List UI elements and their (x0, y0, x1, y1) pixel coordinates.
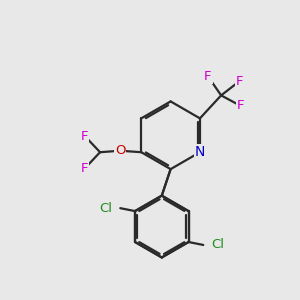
Text: F: F (236, 99, 244, 112)
Text: O: O (115, 144, 125, 157)
Text: Cl: Cl (212, 238, 224, 251)
Text: F: F (81, 162, 88, 175)
Text: F: F (204, 70, 212, 83)
Text: N: N (195, 145, 205, 159)
Text: F: F (81, 130, 88, 142)
Text: Cl: Cl (99, 202, 112, 215)
Text: F: F (236, 75, 243, 88)
